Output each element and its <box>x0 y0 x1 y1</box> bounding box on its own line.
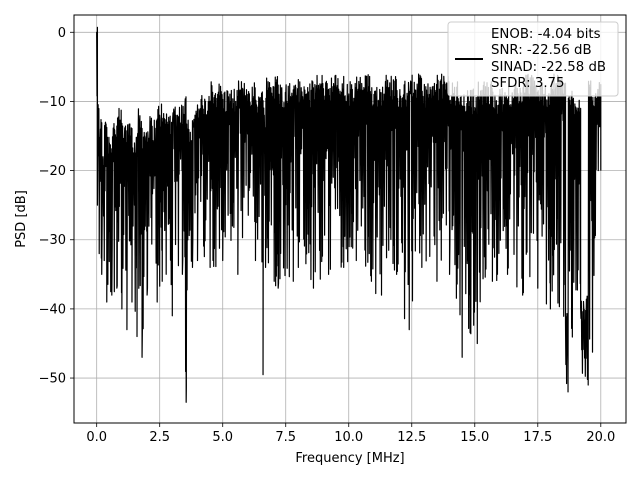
y-tick-label: 0 <box>58 26 66 41</box>
y-tick-label: −50 <box>39 372 66 387</box>
legend-box <box>447 21 619 97</box>
legend-entry-enob: ENOB: -4.04 bits <box>491 27 601 42</box>
y-tick-label: −10 <box>39 95 66 110</box>
y-tick-label: −40 <box>39 302 66 317</box>
x-tick-label: 15.0 <box>460 430 489 445</box>
x-tick-label: 0.0 <box>86 430 107 445</box>
x-tick-label: 20.0 <box>586 430 615 445</box>
legend: ENOB: -4.04 bits SNR: -22.56 dB SINAD: -… <box>447 21 619 97</box>
x-tick-label: 2.5 <box>149 430 170 445</box>
psd-series-line <box>96 26 602 403</box>
axes-frame <box>73 14 627 424</box>
y-tick-label: −30 <box>39 233 66 248</box>
series-area <box>96 26 602 403</box>
legend-entry-sfdr: SFDR: 3.75 <box>491 76 564 91</box>
legend-entry-snr: SNR: -22.56 dB <box>491 43 592 58</box>
x-tick-label: 10.0 <box>334 430 363 445</box>
legend-entry-sinad: SINAD: -22.58 dB <box>491 60 606 75</box>
tick-marks: 0.0 2.5 5.0 7.5 10.0 12.5 15.0 17.5 20.0 0 −10 −20 −… <box>39 26 616 445</box>
x-tick-label: 17.5 <box>523 430 552 445</box>
x-tick-label: 7.5 <box>275 430 296 445</box>
y-tick-label: −20 <box>39 164 66 179</box>
x-tick-label: 5.0 <box>212 430 233 445</box>
x-axis-label: Frequency [MHz] <box>295 451 404 466</box>
y-axis-label: PSD [dB] <box>14 190 29 248</box>
x-tick-label: 12.5 <box>397 430 426 445</box>
